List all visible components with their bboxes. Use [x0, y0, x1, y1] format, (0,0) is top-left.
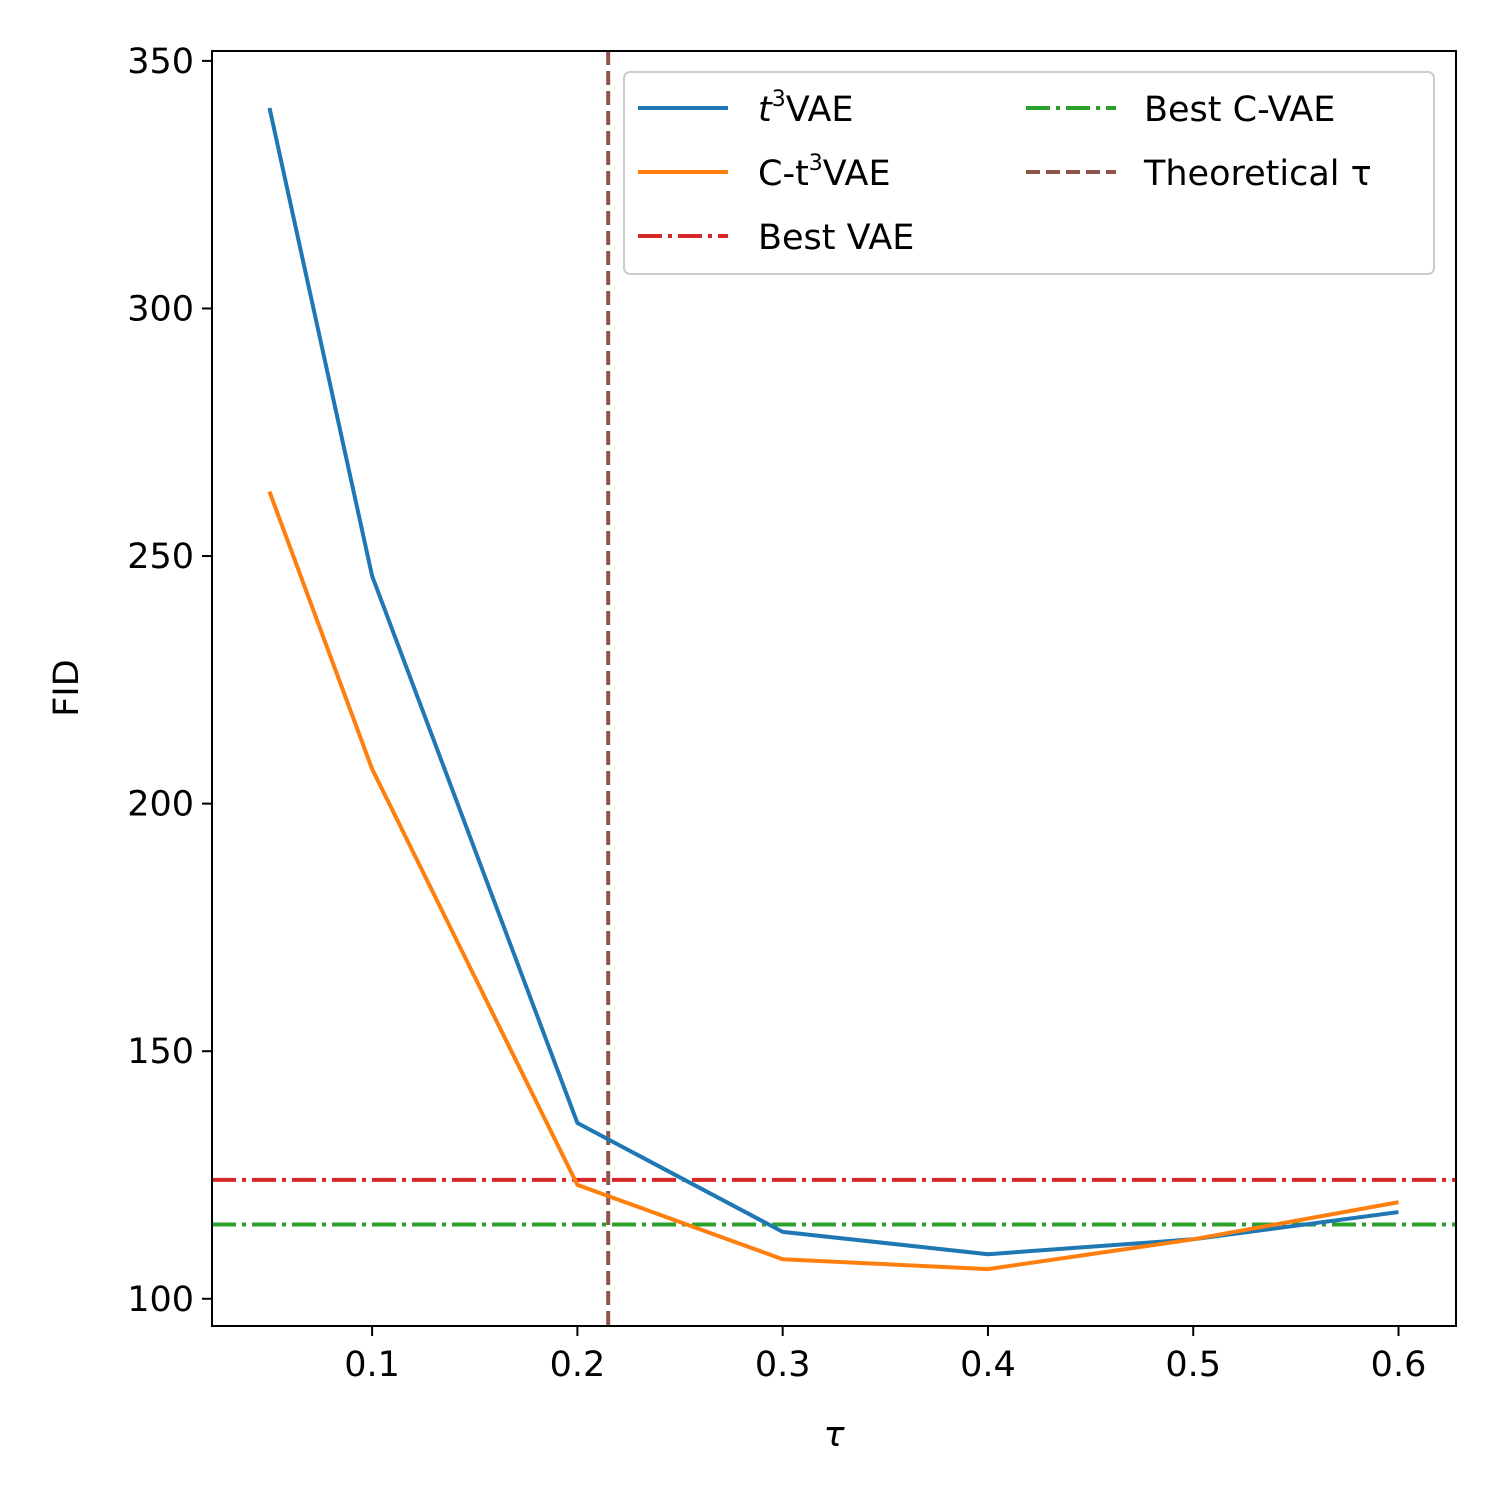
legend-label-theoretical-tau: Theoretical τ: [1143, 154, 1372, 194]
y-axis-label: FID: [47, 659, 87, 716]
y-tick-label: 300: [127, 289, 194, 329]
legend: t3VAE C-t3VAE Best VAE Best C-VAE Theore…: [623, 71, 1435, 275]
plot-content: [212, 51, 1456, 1326]
series-line-c-t3vae: [267, 491, 1399, 1272]
x-axis: 0.1 0.2 0.3 0.4 0.5 0.6: [344, 1326, 1426, 1385]
x-tick-label: 0.5: [1165, 1345, 1221, 1385]
x-axis-label: τ: [823, 1415, 845, 1455]
x-tick-label: 0.1: [344, 1345, 400, 1385]
y-tick-label: 200: [127, 785, 194, 825]
x-tick-label: 0.6: [1371, 1345, 1427, 1385]
plot-frame: [211, 50, 1457, 1327]
x-tick-label: 0.3: [755, 1345, 811, 1385]
legend-label-best-vae: Best VAE: [758, 218, 914, 258]
y-tick-label: 250: [127, 537, 194, 577]
y-axis: 100 150 200 250 300 350: [127, 42, 212, 1320]
y-tick-label: 350: [127, 42, 194, 82]
y-tick-label: 100: [127, 1280, 194, 1320]
legend-label-c-t3vae: C-t3VAE: [758, 151, 891, 194]
legend-label-t3vae: t3VAE: [758, 87, 854, 130]
legend-label-best-c-vae: Best C-VAE: [1144, 90, 1335, 130]
y-tick-label: 150: [127, 1032, 194, 1072]
x-tick-label: 0.4: [960, 1345, 1016, 1385]
x-tick-label: 0.2: [550, 1345, 606, 1385]
